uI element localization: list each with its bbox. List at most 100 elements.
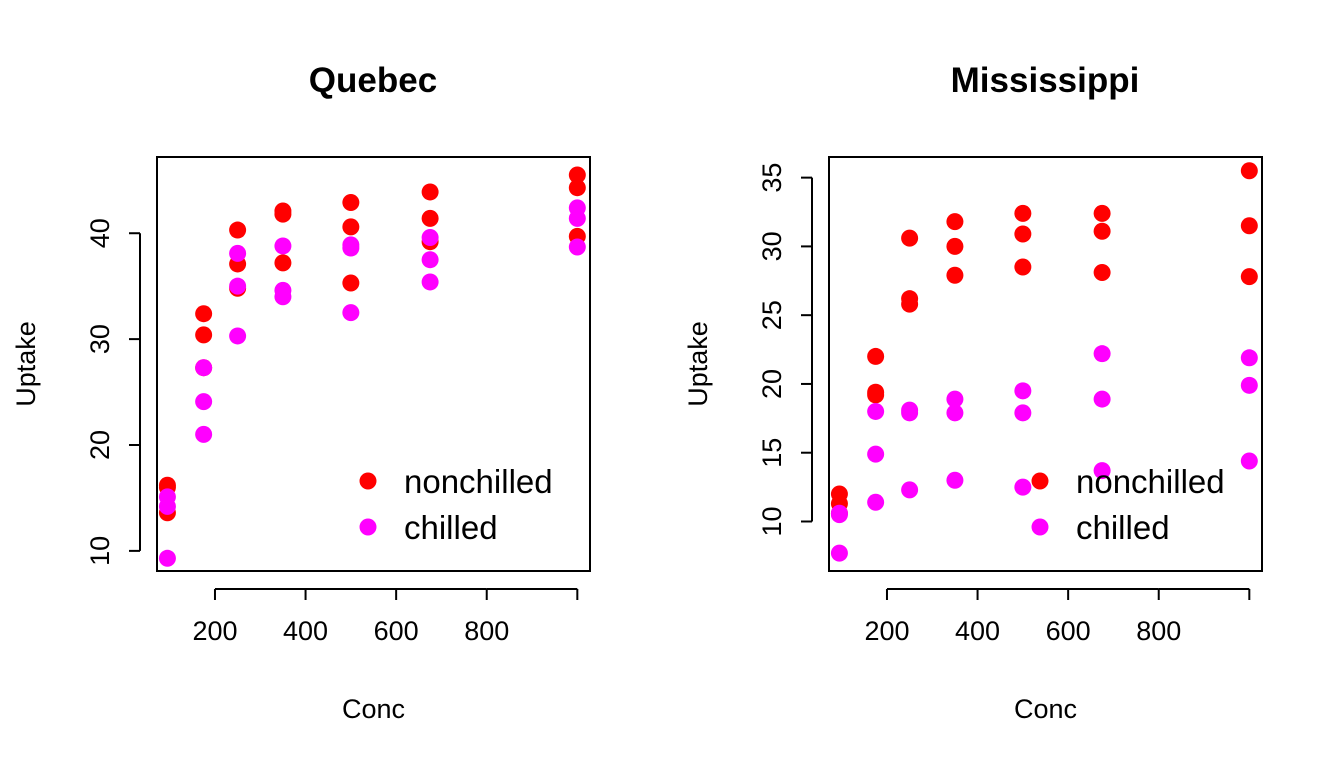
x-tick-label: 200 [864,616,909,646]
data-point-chilled [867,402,885,420]
y-axis-label: Uptake [683,321,713,407]
data-point-chilled [1240,349,1258,367]
y-axis-label: Uptake [11,321,41,407]
data-point-nonchilled [229,221,247,239]
data-point-chilled [421,228,439,246]
data-point-chilled [421,251,439,269]
data-point-nonchilled [1093,264,1111,282]
x-tick-label: 800 [464,616,509,646]
data-point-nonchilled [342,194,360,212]
x-tick-label: 800 [1136,616,1181,646]
data-point-nonchilled [901,229,919,247]
legend-marker-chilled [359,518,377,536]
plot-frame [828,156,1263,572]
legend-label-nonchilled: nonchilled [1076,463,1225,500]
x-tick-label: 600 [1046,616,1091,646]
data-point-chilled [568,238,586,256]
x-tick-label: 400 [955,616,1000,646]
data-point-chilled [946,390,964,408]
y-tick-label: 10 [757,506,787,536]
data-point-nonchilled [946,237,964,255]
y-tick-label: 30 [85,324,115,354]
data-point-nonchilled [901,295,919,313]
data-point-chilled [830,544,848,562]
data-point-nonchilled [568,166,586,184]
data-point-nonchilled [1014,225,1032,243]
data-point-chilled [568,209,586,227]
data-point-nonchilled [195,305,213,323]
data-point-nonchilled [1240,162,1258,180]
data-point-nonchilled [421,209,439,227]
data-point-chilled [946,471,964,489]
data-point-nonchilled [158,476,176,494]
y-tick-label: 10 [85,536,115,566]
data-point-chilled [229,244,247,262]
data-point-nonchilled [867,347,885,365]
legend-label-chilled: chilled [1076,509,1170,546]
data-point-nonchilled [867,383,885,401]
legend-marker-nonchilled [1031,472,1049,490]
data-point-nonchilled [1240,217,1258,235]
data-point-chilled [195,425,213,443]
legend-marker-nonchilled [359,472,377,490]
legend-label-nonchilled: nonchilled [404,463,553,500]
y-tick-label: 25 [757,300,787,330]
data-point-nonchilled [274,202,292,220]
data-point-chilled [901,404,919,422]
legend-label-chilled: chilled [404,509,498,546]
data-point-nonchilled [1093,204,1111,222]
data-point-chilled [1240,376,1258,394]
data-point-chilled [1093,390,1111,408]
plot-frame [156,156,591,572]
data-point-nonchilled [568,179,586,197]
data-point-nonchilled [1014,204,1032,222]
data-point-chilled [274,237,292,255]
data-point-chilled [195,393,213,411]
y-tick-label: 40 [85,218,115,248]
legend-marker-chilled [1031,518,1049,536]
data-point-nonchilled [946,266,964,284]
data-point-nonchilled [342,218,360,236]
data-point-chilled [229,327,247,345]
data-point-nonchilled [1014,258,1032,276]
y-tick-label: 30 [757,231,787,261]
data-point-chilled [1093,462,1111,480]
data-point-nonchilled [195,326,213,344]
x-tick-label: 600 [374,616,419,646]
panel-1: Mississippi 200 400 600 800 10 15 20 25 30 35 Conc U… [683,61,1263,724]
y-tick-label: 15 [757,438,787,468]
data-point-chilled [158,549,176,567]
data-point-chilled [1014,478,1032,496]
data-point-nonchilled [421,183,439,201]
y-tick-label: 20 [757,369,787,399]
data-point-chilled [1093,345,1111,363]
chart-title: Mississippi [951,61,1140,100]
data-point-chilled [867,493,885,511]
data-point-chilled [229,277,247,295]
y-tick-label: 20 [85,430,115,460]
data-point-chilled [830,504,848,522]
data-point-nonchilled [946,213,964,231]
data-point-nonchilled [342,274,360,292]
data-point-chilled [867,445,885,463]
x-axis-label: Conc [1014,694,1077,724]
data-point-nonchilled [1240,268,1258,286]
data-point-nonchilled [1093,222,1111,240]
x-tick-label: 400 [283,616,328,646]
x-axis-label: Conc [342,694,405,724]
panel-0: Quebec 200 400 600 800 10 20 30 40 Conc Uptake nonc… [11,61,591,724]
data-point-chilled [195,359,213,377]
data-point-chilled [274,288,292,306]
data-point-chilled [158,488,176,506]
data-point-chilled [342,304,360,322]
y-tick-label: 35 [757,163,787,193]
data-point-chilled [1240,452,1258,470]
data-point-chilled [946,404,964,422]
x-tick-label: 200 [192,616,237,646]
data-point-chilled [1014,404,1032,422]
data-point-chilled [421,273,439,291]
data-point-chilled [342,236,360,254]
data-point-nonchilled [274,254,292,272]
data-point-chilled [901,481,919,499]
